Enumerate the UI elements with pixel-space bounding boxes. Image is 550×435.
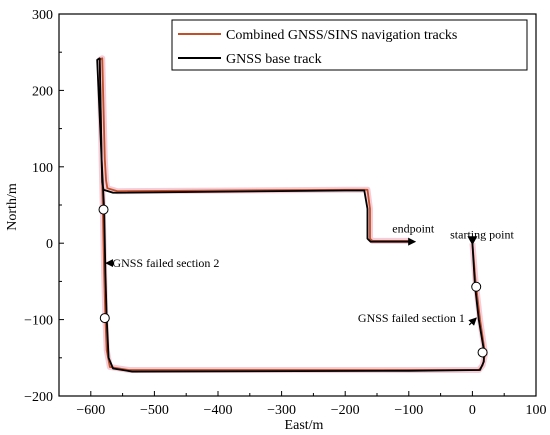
y-tick-label: 300 — [32, 8, 53, 23]
y-tick-label: 100 — [32, 161, 53, 176]
y-axis-label: North/m — [5, 183, 20, 231]
x-tick-label: 100 — [526, 403, 547, 418]
plot-frame — [58, 13, 537, 397]
endpoint-label: endpoint — [392, 222, 435, 236]
legend-label-gnss: GNSS base track — [226, 52, 322, 67]
failed-section-2-label: GNSS failed section 2 — [112, 256, 219, 270]
y-tick-label: −100 — [24, 314, 53, 329]
failure-marker — [471, 281, 482, 292]
x-tick-label: 0 — [469, 403, 476, 418]
legend-box — [171, 19, 528, 71]
x-tick-label: −200 — [331, 403, 360, 418]
failed-section-1-label: GNSS failed section 1 — [358, 311, 465, 325]
x-axis-label: East/m — [285, 418, 324, 433]
y-tick-label: −200 — [24, 390, 53, 405]
failure-marker — [98, 204, 109, 215]
failed-section-1-arrow — [468, 317, 477, 326]
failure-marker — [99, 313, 110, 324]
start-triangle-marker — [467, 236, 478, 246]
y-tick-label: 0 — [46, 237, 53, 252]
x-tick-label: −500 — [140, 403, 169, 418]
failure-marker — [477, 347, 488, 358]
starting-point-label: starting point — [450, 228, 514, 242]
y-tick-label: 200 — [32, 84, 53, 99]
legend-label-combined: Combined GNSS/SINS navigation tracks — [226, 28, 457, 43]
x-tick-label: −400 — [204, 403, 233, 418]
series-line-1 — [96, 57, 485, 373]
x-tick-label: −100 — [394, 403, 423, 418]
plot-area: endpoint starting point GNSS failed sectio… — [96, 55, 514, 374]
x-tick-label: −600 — [76, 403, 105, 418]
axes: −600 −500 −400 −300 −200 −100 0 100 −200 −100 0 100… — [24, 8, 546, 418]
x-tick-label: −300 — [267, 403, 296, 418]
legend: Combined GNSS/SINS navigation tracks GNS… — [171, 19, 528, 71]
